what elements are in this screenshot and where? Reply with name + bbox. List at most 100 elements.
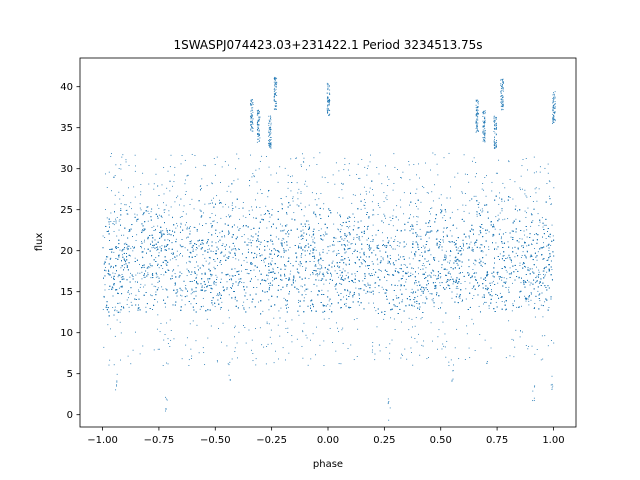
data-point xyxy=(488,246,490,248)
data-point xyxy=(395,268,397,270)
data-point xyxy=(470,241,472,243)
data-point xyxy=(281,225,283,227)
data-point xyxy=(516,306,518,308)
data-point xyxy=(378,248,380,249)
data-point xyxy=(213,197,214,199)
data-point xyxy=(276,250,278,252)
data-point xyxy=(321,266,323,268)
data-point xyxy=(166,231,168,233)
data-point xyxy=(175,283,176,285)
data-point xyxy=(213,280,215,282)
data-point xyxy=(456,293,458,295)
data-point xyxy=(519,264,521,266)
data-point xyxy=(144,266,146,268)
data-point xyxy=(191,288,193,290)
data-point xyxy=(310,250,311,252)
data-point xyxy=(125,242,127,244)
data-point xyxy=(239,249,240,250)
data-point xyxy=(416,303,418,304)
data-point xyxy=(423,289,425,291)
data-point xyxy=(345,263,347,265)
data-point xyxy=(216,222,218,224)
data-point xyxy=(157,281,159,283)
data-point xyxy=(394,248,396,250)
data-point xyxy=(438,197,440,199)
data-point xyxy=(103,295,105,297)
data-point xyxy=(435,275,437,277)
data-point xyxy=(228,206,230,208)
data-point xyxy=(420,269,422,270)
data-point xyxy=(231,279,233,281)
data-point xyxy=(441,209,443,211)
data-point xyxy=(468,273,470,275)
data-point xyxy=(271,260,273,262)
data-point xyxy=(138,289,139,291)
data-point xyxy=(428,231,430,233)
data-point xyxy=(102,235,104,237)
data-point xyxy=(453,280,454,282)
data-point xyxy=(158,267,160,269)
data-point xyxy=(143,276,145,278)
data-point xyxy=(105,258,107,260)
data-point xyxy=(245,269,246,270)
data-point xyxy=(528,270,530,272)
data-point xyxy=(110,221,112,223)
data-point xyxy=(337,228,339,230)
data-point xyxy=(269,248,270,250)
data-point xyxy=(209,248,210,250)
data-point xyxy=(151,247,153,249)
data-point xyxy=(471,318,473,320)
data-point xyxy=(268,210,270,212)
data-point xyxy=(451,297,453,299)
data-point xyxy=(534,307,536,308)
data-point xyxy=(432,300,434,302)
data-point xyxy=(147,220,149,222)
data-point xyxy=(127,249,129,251)
data-point xyxy=(328,250,330,252)
data-point xyxy=(372,241,374,242)
data-point xyxy=(540,304,542,306)
data-point xyxy=(434,282,436,283)
data-point xyxy=(454,244,456,246)
data-point xyxy=(158,252,160,254)
data-point xyxy=(345,294,347,296)
data-point xyxy=(508,254,510,256)
data-point xyxy=(440,276,442,278)
data-point xyxy=(419,254,421,256)
data-point xyxy=(423,288,425,290)
data-point xyxy=(365,292,367,294)
data-point xyxy=(509,258,511,260)
data-point xyxy=(400,285,402,287)
data-point xyxy=(419,228,421,230)
data-point xyxy=(327,303,329,305)
data-point xyxy=(319,264,321,266)
data-point xyxy=(339,266,341,268)
data-point xyxy=(328,300,330,302)
data-point xyxy=(224,236,226,238)
data-point xyxy=(269,216,271,218)
data-point xyxy=(144,239,145,241)
data-point xyxy=(497,282,499,284)
data-point xyxy=(529,256,531,258)
data-point xyxy=(408,257,410,259)
data-point xyxy=(457,288,459,289)
data-point xyxy=(175,227,177,229)
data-point xyxy=(401,299,403,301)
data-point xyxy=(420,235,422,237)
data-point xyxy=(150,294,152,296)
data-point xyxy=(469,243,471,245)
data-point xyxy=(429,293,431,295)
data-point xyxy=(371,235,373,237)
data-point xyxy=(193,208,195,210)
data-point xyxy=(322,208,324,210)
data-point xyxy=(348,276,350,277)
data-point xyxy=(307,288,309,290)
data-point xyxy=(471,247,473,249)
data-point xyxy=(149,266,151,268)
data-point xyxy=(135,294,137,296)
data-point xyxy=(128,290,130,292)
data-point xyxy=(205,290,207,291)
data-point xyxy=(522,263,524,265)
data-point xyxy=(525,300,527,302)
